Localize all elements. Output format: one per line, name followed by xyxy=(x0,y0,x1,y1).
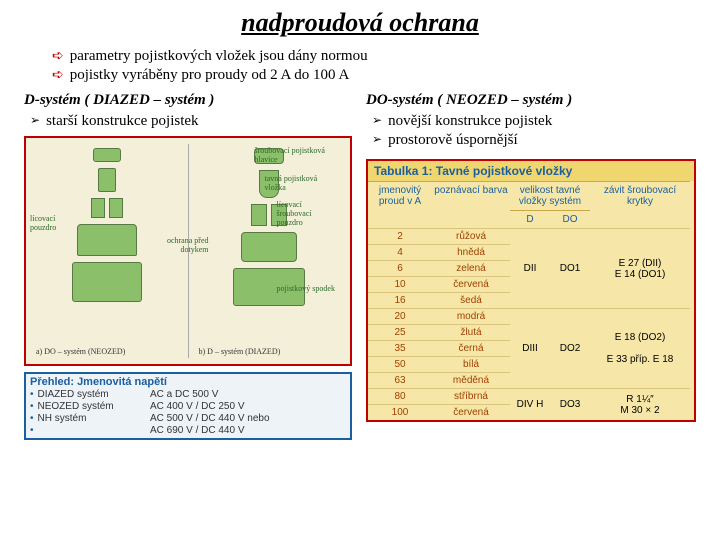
left-sub1: ➢ starší konstrukce pojistek xyxy=(30,113,354,130)
table-cell-do: DO1 xyxy=(550,228,590,308)
right-sub2-text: prostorově úspornější xyxy=(388,132,518,149)
overview-row: •NH systémAC 500 V / DC 440 V nebo xyxy=(30,413,346,424)
table-cell-d: DIV H xyxy=(510,388,550,420)
columns: D-systém ( DIAZED – systém ) ➢ starší ko… xyxy=(24,92,696,440)
caption-b: b) D – systém (DIAZED) xyxy=(199,347,281,356)
table-title: Tabulka 1: Tavné pojistkové vložky xyxy=(368,161,694,181)
label-spodek: pojistkový spodek xyxy=(277,284,337,293)
table-cell-thread: E 27 (DII) E 14 (DO1) xyxy=(590,228,690,308)
table-cell-current: 50 xyxy=(368,356,432,372)
table-cell-current: 100 xyxy=(368,404,432,420)
label-licovaci-pouzdro: lícovací pouzdro xyxy=(30,214,70,232)
left-heading: D-systém ( DIAZED – systém ) xyxy=(24,92,354,109)
table-cell-d: DIII xyxy=(510,308,550,388)
table-cell-current: 25 xyxy=(368,324,432,340)
table-cell-current: 63 xyxy=(368,372,432,388)
intro-text-1: parametry pojistkových vložek jsou dány … xyxy=(70,48,368,65)
right-heading: DO-systém ( NEOZED – systém ) xyxy=(366,92,696,109)
table-cell-thread: R 1¼″ M 30 × 2 xyxy=(590,388,690,420)
label-sroub-hlavice: šroubovací pojistková hlavice xyxy=(255,146,327,164)
table-cell-color: měděná xyxy=(432,372,510,388)
diagram-right-diazed: šroubovací pojistková hlavice tavná poji… xyxy=(195,144,345,358)
table-cell-color: šedá xyxy=(432,292,510,308)
overview-row: •DIAZED systémAC a DC 500 V xyxy=(30,389,346,400)
table-cell-current: 35 xyxy=(368,340,432,356)
overview-title: Přehled: Jmenovitá napětí xyxy=(30,376,346,388)
table-cell-current: 2 xyxy=(368,228,432,244)
part-base xyxy=(77,224,137,256)
fuse-table: Tabulka 1: Tavné pojistkové vložky jmeno… xyxy=(366,159,696,422)
intro-bullet-1: ➪ parametry pojistkových vložek jsou dán… xyxy=(52,48,696,65)
table-cell-current: 4 xyxy=(368,244,432,260)
table-cell-color: černá xyxy=(432,340,510,356)
triangle-icon: ➢ xyxy=(372,113,382,130)
table-cell-do: DO2 xyxy=(550,308,590,388)
part-sleeve xyxy=(251,204,267,226)
right-sub1-text: novější konstrukce pojistek xyxy=(388,113,552,130)
table-cell-color: červená xyxy=(432,404,510,420)
table-cell-color: hnědá xyxy=(432,244,510,260)
triangle-icon: ➢ xyxy=(372,132,382,149)
intro-bullet-2: ➪ pojistky vyráběny pro proudy od 2 A do… xyxy=(52,67,696,84)
left-sub1-text: starší konstrukce pojistek xyxy=(46,113,198,130)
part-insert xyxy=(98,168,116,192)
table-cell-color: bílá xyxy=(432,356,510,372)
triangle-icon: ➢ xyxy=(30,113,40,130)
table-cell-current: 16 xyxy=(368,292,432,308)
caption-a: a) DO – systém (NEOZED) xyxy=(36,347,125,356)
table-cell-color: žlutá xyxy=(432,324,510,340)
arrow-icon: ➪ xyxy=(52,48,64,65)
table-cell-color: růžová xyxy=(432,228,510,244)
table-cell-do: DO3 xyxy=(550,388,590,420)
intro-text-2: pojistky vyráběny pro proudy od 2 A do 1… xyxy=(70,67,350,84)
table-cell-current: 10 xyxy=(368,276,432,292)
table-cell-current: 6 xyxy=(368,260,432,276)
table-cell-color: modrá xyxy=(432,308,510,324)
arrow-icon: ➪ xyxy=(52,67,64,84)
overview-row: •AC 690 V / DC 440 V xyxy=(30,425,346,436)
label-ochrana: ochrana před dotykem xyxy=(155,236,209,254)
right-sub1: ➢ novější konstrukce pojistek xyxy=(372,113,696,130)
part-bottom xyxy=(72,262,142,302)
table-cell-d: DII xyxy=(510,228,550,308)
part-cap xyxy=(93,148,121,162)
table-cell-current: 20 xyxy=(368,308,432,324)
part-base xyxy=(241,232,297,262)
overview-row: •NEOZED systémAC 400 V / DC 250 V xyxy=(30,401,346,412)
part-sleeve xyxy=(109,198,123,218)
label-tavna: tavná pojistková vložka xyxy=(265,174,335,192)
table-cell-thread: E 18 (DO2) E 33 příp. E 18 xyxy=(590,308,690,388)
table-cell-color: stříbrná xyxy=(432,388,510,404)
table-cell-color: zelená xyxy=(432,260,510,276)
part-sleeve xyxy=(91,198,105,218)
table-cell-current: 80 xyxy=(368,388,432,404)
column-left: D-systém ( DIAZED – systém ) ➢ starší ko… xyxy=(24,92,354,440)
fuse-diagram: lícovací pouzdro a) DO – systém (NEOZED)… xyxy=(24,136,352,366)
right-sub2: ➢ prostorově úspornější xyxy=(372,132,696,149)
label-licovaci-sroub: lícovací šroubovací pouzdro xyxy=(277,200,337,227)
overview-table: Přehled: Jmenovitá napětí •DIAZED systém… xyxy=(24,372,352,440)
intro-bullets: ➪ parametry pojistkových vložek jsou dán… xyxy=(52,48,696,84)
page-title: nadproudová ochrana xyxy=(24,8,696,38)
column-right: DO-systém ( NEOZED – systém ) ➢ novější … xyxy=(366,92,696,440)
table-cell-color: červená xyxy=(432,276,510,292)
